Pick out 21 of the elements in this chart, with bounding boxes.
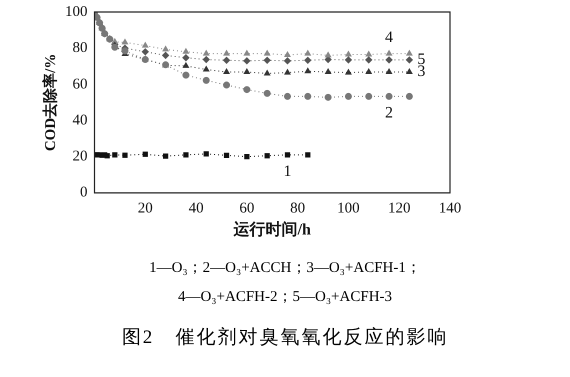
x-axis-title: 运行时间/h	[232, 220, 312, 239]
y-tick-label: 0	[80, 184, 88, 201]
series-label: 2	[385, 104, 394, 122]
text: 1—O₃；2—O₃+ACCH；3—O₃+ACFH-1；	[148, 259, 422, 278]
x-tick-label: 100	[337, 200, 360, 217]
x-tick-label: 40	[188, 200, 204, 217]
y-tick-label: 80	[72, 40, 88, 56]
text: 4—O₃+ACFH-2；5—O₃+ACFH-3	[176, 288, 394, 307]
x-tick-label: 120	[388, 200, 410, 217]
y-axis-title: COD去除率/%	[40, 54, 59, 152]
x-tick-label: 20	[138, 200, 153, 217]
y-tick-label: 100	[65, 4, 88, 20]
text: 图2 催化剂对臭氧氧化反应的影响	[120, 326, 450, 350]
x-tick-label: 60	[239, 200, 254, 217]
y-tick-label: 20	[72, 148, 88, 165]
y-tick-label: 40	[72, 112, 88, 128]
series-label: 4	[385, 28, 394, 46]
x-tick-label: 80	[290, 200, 306, 217]
series-label: 1	[283, 163, 292, 180]
x-tick-label: 140	[438, 200, 462, 217]
y-tick-label: 60	[72, 76, 88, 92]
